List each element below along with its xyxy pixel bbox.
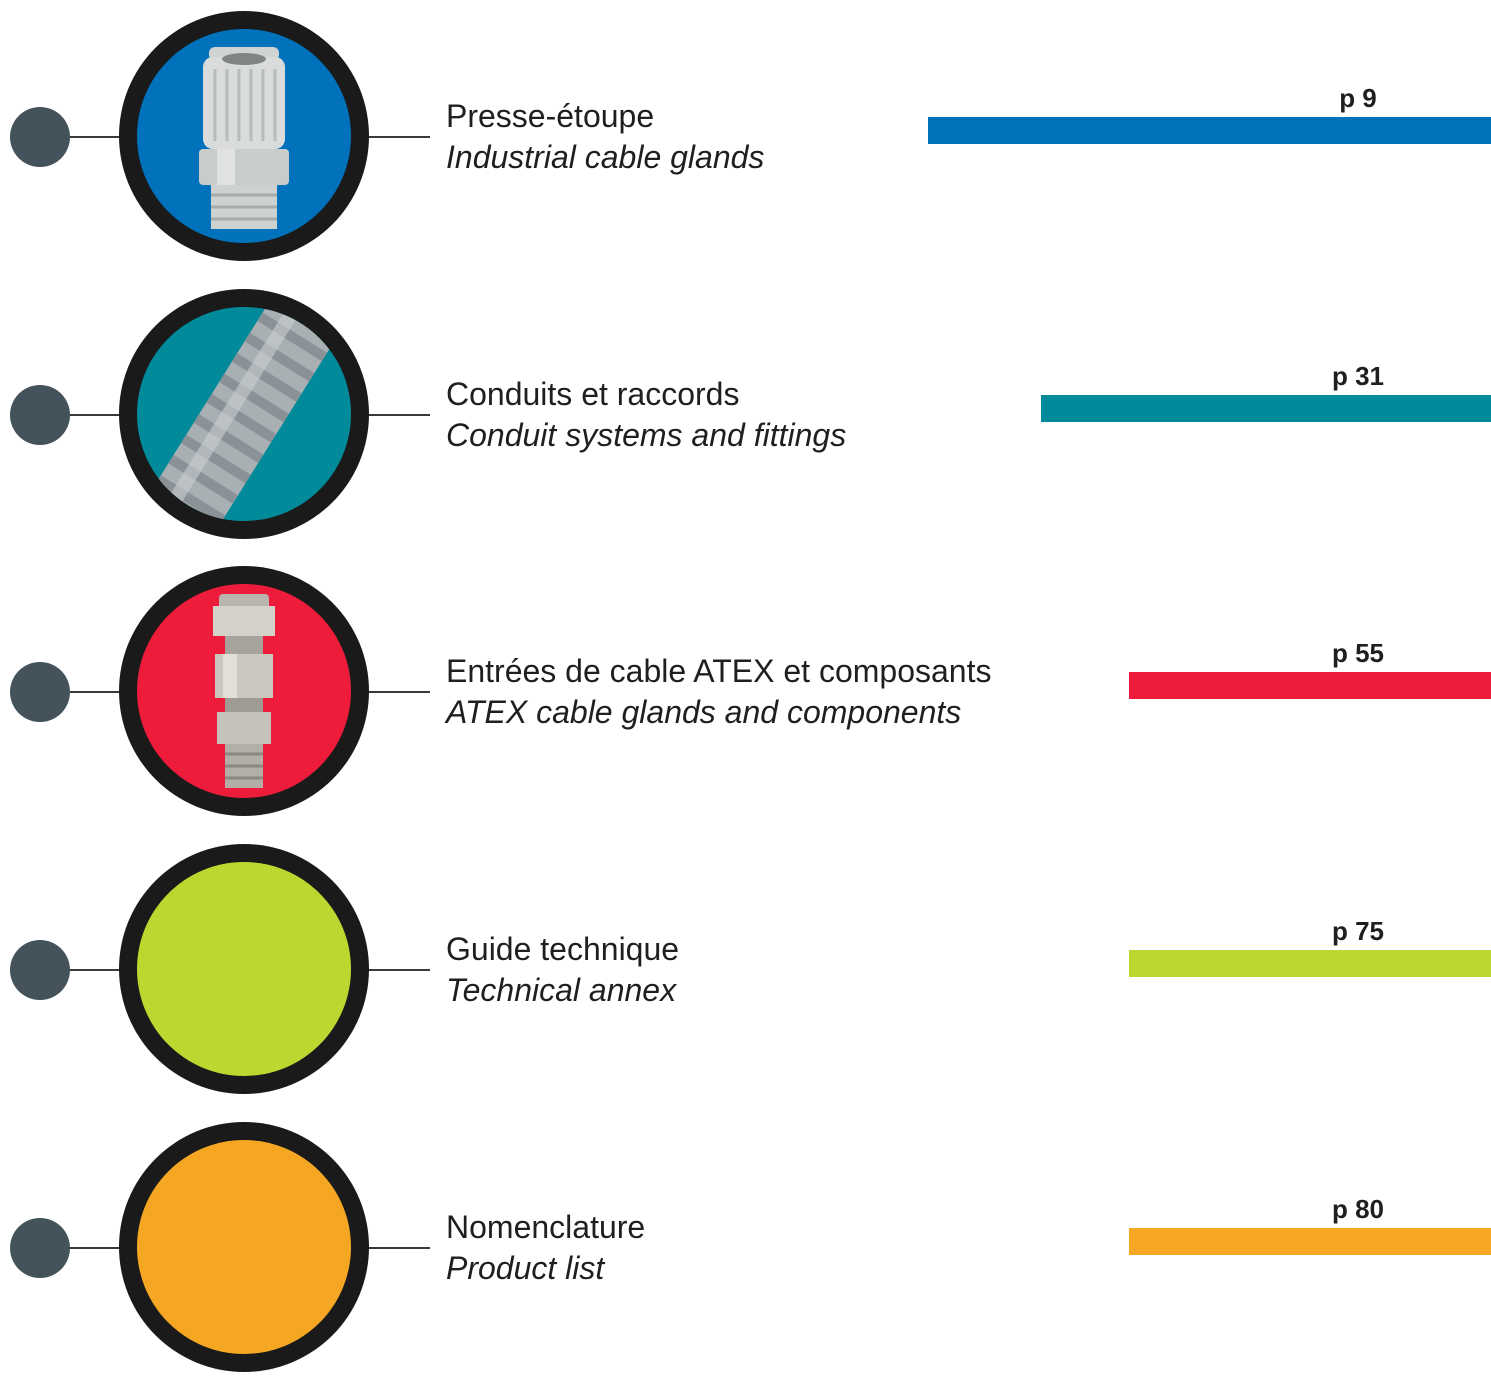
page-number[interactable]: p 75	[1331, 916, 1385, 946]
title-en: Conduit systems and fittings	[446, 417, 847, 453]
page-number[interactable]: p 31	[1331, 361, 1385, 391]
section-circle	[119, 844, 369, 1094]
section-conduit-systems[interactable]: Conduits et raccords Conduit systems and…	[0, 278, 1491, 558]
section-technical-annex[interactable]: Guide technique Technical annex p 75	[0, 833, 1491, 1113]
section-circle	[119, 566, 369, 816]
color-bar	[1041, 395, 1491, 422]
title-en: Product list	[446, 1250, 605, 1286]
title-fr: Presse-étoupe	[446, 98, 655, 134]
title-en: Technical annex	[446, 972, 677, 1008]
page-number[interactable]: p 80	[1331, 1194, 1385, 1224]
color-bar	[1129, 672, 1491, 699]
section-color-disc	[137, 1140, 351, 1354]
section-circle	[119, 11, 369, 261]
title-fr: Nomenclature	[446, 1209, 646, 1245]
section-cable-glands[interactable]: Presse-étoupe Industrial cable glands p …	[0, 0, 1491, 280]
color-bar	[1129, 1228, 1491, 1255]
section-titles: Guide technique Technical annex	[446, 930, 679, 1012]
color-bar	[928, 117, 1491, 144]
title-en: ATEX cable glands and components	[446, 694, 962, 730]
section-atex[interactable]: Entrées de cable ATEX et composants ATEX…	[0, 555, 1491, 835]
bullet-dot	[10, 385, 70, 445]
section-titles: Presse-étoupe Industrial cable glands	[446, 97, 764, 179]
corrugated-conduit-icon	[137, 307, 351, 521]
section-titles: Entrées de cable ATEX et composants ATEX…	[446, 652, 991, 734]
atex-gland-icon	[137, 584, 351, 798]
title-fr: Entrées de cable ATEX et composants	[446, 653, 992, 689]
page-number[interactable]: p 9	[1339, 83, 1377, 113]
section-titles: Conduits et raccords Conduit systems and…	[446, 375, 846, 457]
bullet-dot	[10, 107, 70, 167]
title-fr: Conduits et raccords	[446, 376, 740, 412]
bullet-dot	[10, 662, 70, 722]
section-circle	[119, 289, 369, 539]
section-color-disc	[137, 862, 351, 1076]
section-product-list[interactable]: Nomenclature Product list p 80	[0, 1111, 1491, 1391]
color-bar	[1129, 950, 1491, 977]
bullet-dot	[10, 940, 70, 1000]
section-circle	[119, 1122, 369, 1372]
title-fr: Guide technique	[446, 931, 680, 967]
page-number[interactable]: p 55	[1331, 638, 1385, 668]
cable-gland-icon	[137, 29, 351, 243]
title-en: Industrial cable glands	[446, 139, 765, 175]
section-titles: Nomenclature Product list	[446, 1208, 645, 1290]
bullet-dot	[10, 1218, 70, 1278]
